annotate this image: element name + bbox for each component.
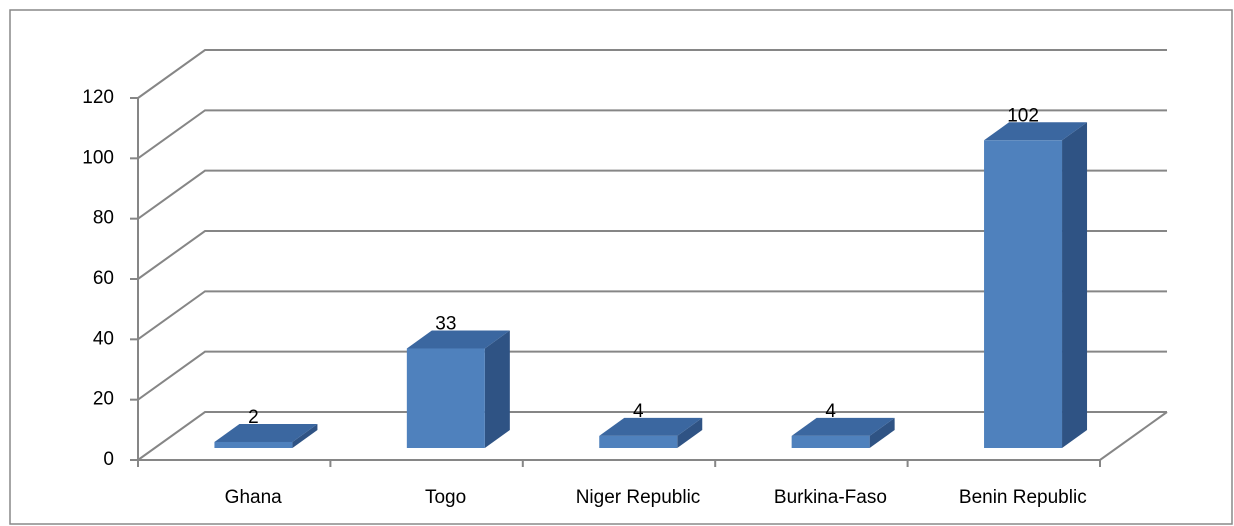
bar-side bbox=[292, 423, 318, 448]
y-tick-label: 100 bbox=[82, 147, 114, 168]
y-tick-label: 40 bbox=[93, 328, 114, 349]
grid-line bbox=[137, 230, 1167, 280]
bar bbox=[984, 140, 1063, 449]
x-tick-label: Togo bbox=[425, 487, 466, 508]
bar-top bbox=[406, 330, 510, 349]
bar bbox=[214, 441, 293, 448]
x-tick-label: Benin Republic bbox=[959, 487, 1087, 508]
data-label: 4 bbox=[633, 401, 644, 422]
grid-line bbox=[137, 169, 1167, 220]
x-tick-label: Ghana bbox=[225, 487, 282, 508]
y-tick-label: 0 bbox=[103, 449, 114, 470]
bar bbox=[406, 348, 485, 448]
y-tick-label: 120 bbox=[82, 87, 114, 108]
x-tick-label: Niger Republic bbox=[576, 487, 701, 508]
bar-side bbox=[484, 330, 510, 448]
bar-top bbox=[984, 122, 1088, 141]
data-label: 2 bbox=[248, 407, 259, 428]
y-tick-label: 60 bbox=[93, 268, 114, 289]
x-tick-label: Burkina-Faso bbox=[774, 487, 887, 508]
data-label: 4 bbox=[825, 401, 836, 422]
bar-top bbox=[599, 417, 703, 436]
data-label: 102 bbox=[1007, 105, 1039, 126]
bar-top bbox=[791, 417, 895, 436]
data-label: 33 bbox=[435, 313, 456, 334]
grid-line bbox=[137, 350, 1167, 401]
grid-line bbox=[137, 109, 1167, 160]
y-tick-label: 20 bbox=[93, 389, 114, 410]
bar bbox=[599, 435, 678, 448]
grid-line bbox=[137, 290, 1167, 341]
grid-line bbox=[137, 49, 1167, 99]
bar-side bbox=[677, 417, 703, 448]
bar-side bbox=[869, 417, 895, 448]
grid-line bbox=[137, 411, 1167, 461]
bar-side bbox=[1062, 122, 1088, 449]
y-tick-label: 80 bbox=[93, 208, 114, 229]
bar-top bbox=[214, 423, 318, 442]
bar bbox=[791, 435, 870, 448]
